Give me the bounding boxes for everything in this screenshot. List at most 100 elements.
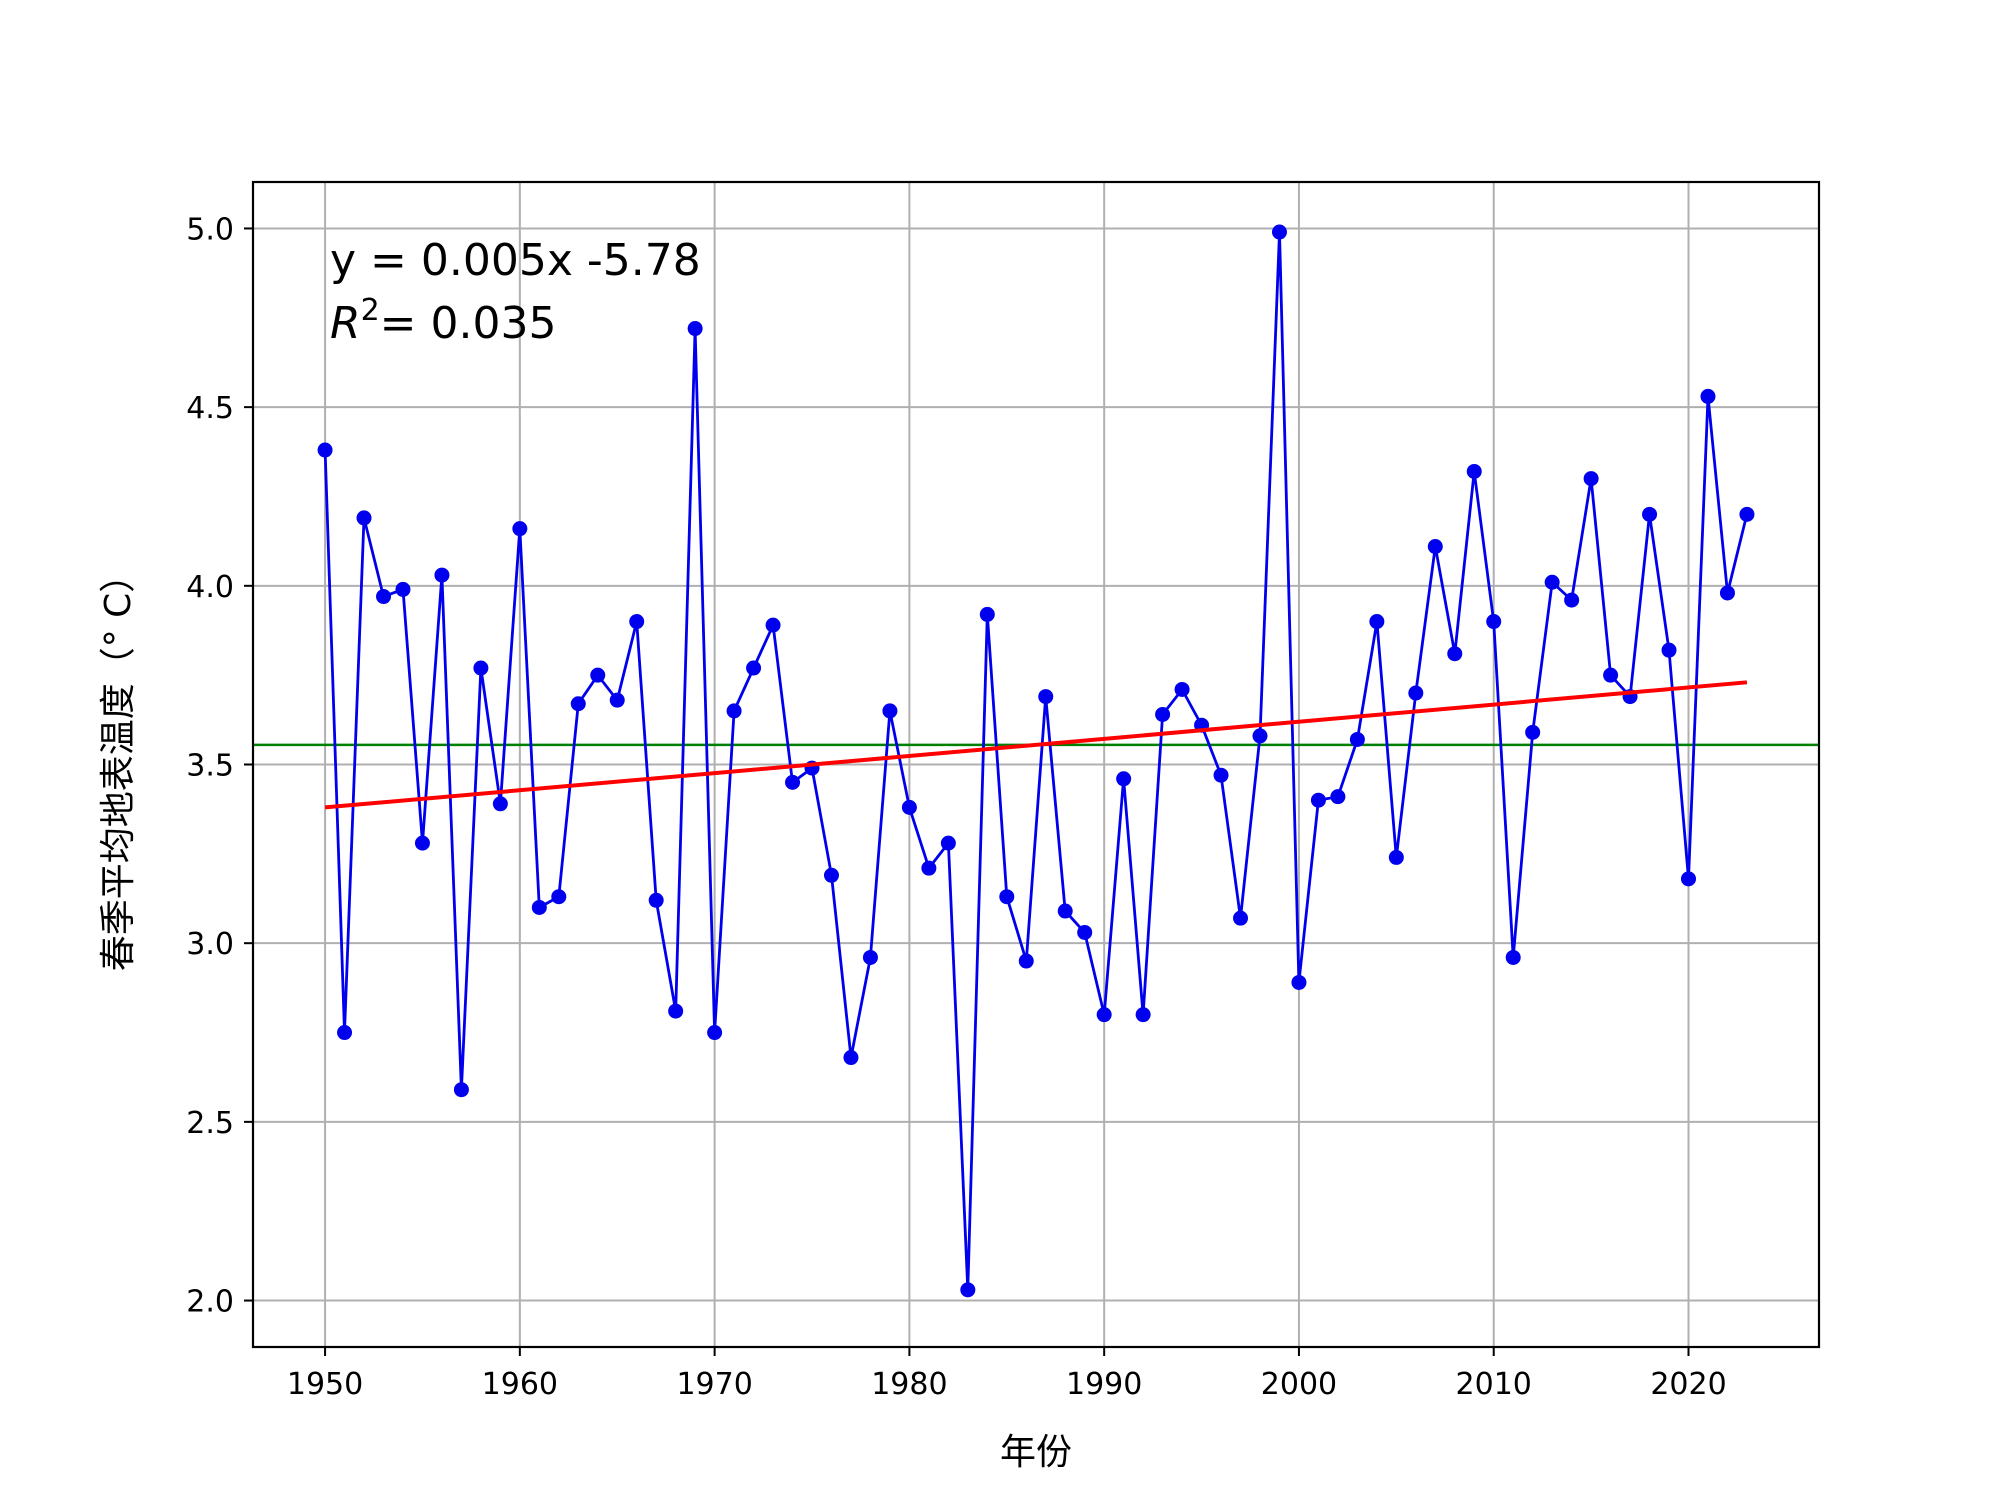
x-tick-label-2010: 2010 xyxy=(1456,1367,1532,1402)
data-point-1989 xyxy=(1077,924,1093,940)
data-point-2019 xyxy=(1661,642,1677,658)
data-point-1998 xyxy=(1252,728,1268,744)
data-point-2011 xyxy=(1505,949,1521,965)
data-point-1983 xyxy=(960,1282,976,1298)
x-tick-label-1980: 1980 xyxy=(871,1367,947,1402)
data-point-1950 xyxy=(317,442,333,458)
data-point-1970 xyxy=(707,1025,723,1041)
data-point-1953 xyxy=(376,589,391,605)
y-axis-label: 春季平均地表温度（° C） xyxy=(98,557,139,972)
data-point-2010 xyxy=(1486,614,1502,630)
r2-annotation: R2= 0.035 xyxy=(330,293,557,349)
x-axis: 1950 1960 1970 1980 1990 2000 2010 2020 xyxy=(287,1347,1727,1402)
data-point-1986 xyxy=(1018,953,1034,969)
data-point-1992 xyxy=(1135,1007,1151,1023)
data-point-2001 xyxy=(1310,792,1326,808)
x-tick-label-1960: 1960 xyxy=(482,1367,558,1402)
data-point-1958 xyxy=(473,660,489,676)
data-point-1971 xyxy=(726,703,742,719)
data-point-1978 xyxy=(862,949,878,965)
data-point-1952 xyxy=(356,510,372,526)
data-point-1955 xyxy=(414,835,430,851)
data-point-1982 xyxy=(940,835,956,851)
data-point-2003 xyxy=(1349,731,1365,747)
r2-power: 2 xyxy=(361,293,380,328)
data-point-1962 xyxy=(551,889,567,905)
data-point-1963 xyxy=(570,696,586,712)
x-tick-label-1970: 1970 xyxy=(676,1367,752,1402)
data-point-2021 xyxy=(1700,388,1716,404)
data-point-1969 xyxy=(687,321,703,337)
data-point-2013 xyxy=(1544,574,1560,590)
data-point-1997 xyxy=(1233,910,1249,926)
data-point-1957 xyxy=(453,1082,469,1098)
x-axis-label: 年份 xyxy=(1000,1432,1072,1473)
y-tick-label-2.5: 2.5 xyxy=(186,1106,234,1141)
data-point-2008 xyxy=(1447,646,1463,662)
data-point-1994 xyxy=(1174,681,1190,697)
data-point-1991 xyxy=(1116,771,1132,787)
data-point-1968 xyxy=(668,1003,684,1019)
data-points xyxy=(317,224,1755,1298)
data-point-1984 xyxy=(979,606,995,622)
plot-frame xyxy=(251,180,1821,1349)
y-tick-label-3.0: 3.0 xyxy=(186,927,234,962)
data-point-1960 xyxy=(512,521,528,537)
data-point-1965 xyxy=(609,692,625,708)
x-tick-label-2020: 2020 xyxy=(1650,1367,1726,1402)
data-point-1956 xyxy=(434,567,450,583)
data-point-2009 xyxy=(1466,463,1482,479)
data-point-1972 xyxy=(746,660,762,676)
data-point-2023 xyxy=(1739,506,1755,522)
data-point-2020 xyxy=(1681,871,1696,887)
equation-annotation: y = 0.005x -5.78 xyxy=(330,235,701,286)
data-point-1985 xyxy=(999,889,1015,905)
data-point-1981 xyxy=(921,860,937,876)
data-point-1974 xyxy=(785,774,801,790)
data-point-1990 xyxy=(1096,1007,1112,1023)
data-point-2002 xyxy=(1330,789,1346,805)
grid xyxy=(253,182,1819,1347)
data-point-1973 xyxy=(765,617,781,633)
data-point-2006 xyxy=(1408,685,1424,701)
data-point-1999 xyxy=(1271,224,1287,240)
data-point-2018 xyxy=(1642,506,1658,522)
data-point-1951 xyxy=(337,1025,353,1041)
data-point-1996 xyxy=(1213,767,1229,783)
data-point-1988 xyxy=(1057,903,1073,919)
y-tick-label-4.5: 4.5 xyxy=(186,391,234,426)
data-point-1967 xyxy=(648,892,664,908)
data-point-2016 xyxy=(1603,667,1619,683)
r2-symbol: R xyxy=(330,298,361,349)
data-point-1966 xyxy=(629,614,645,630)
data-point-1964 xyxy=(590,667,606,683)
data-point-1977 xyxy=(843,1050,859,1066)
data-point-2005 xyxy=(1388,849,1404,865)
data-point-2012 xyxy=(1525,724,1541,740)
y-tick-label-2.0: 2.0 xyxy=(186,1285,234,1320)
x-tick-label-1990: 1990 xyxy=(1066,1367,1142,1402)
data-point-1987 xyxy=(1038,689,1054,705)
r2-value: = 0.035 xyxy=(380,298,557,349)
data-point-2007 xyxy=(1427,539,1443,555)
y-tick-label-5.0: 5.0 xyxy=(186,212,234,247)
data-point-1959 xyxy=(492,796,508,812)
trend-line xyxy=(324,680,1748,810)
data-point-1980 xyxy=(901,799,917,815)
data-point-1979 xyxy=(882,703,898,719)
data-point-1954 xyxy=(395,581,411,597)
x-tick-label-2000: 2000 xyxy=(1261,1367,1337,1402)
data-point-2022 xyxy=(1719,585,1735,601)
y-tick-label-4.0: 4.0 xyxy=(186,570,234,605)
y-axis: 2.0 2.5 3.0 3.5 4.0 4.5 5.0 xyxy=(186,212,253,1320)
data-point-2004 xyxy=(1369,614,1385,630)
data-point-2014 xyxy=(1564,592,1580,608)
x-tick-label-1950: 1950 xyxy=(287,1367,363,1402)
data-point-2015 xyxy=(1583,471,1599,487)
series-line xyxy=(323,231,1749,1290)
data-point-1976 xyxy=(823,867,839,883)
y-tick-label-3.5: 3.5 xyxy=(186,749,234,784)
data-point-2000 xyxy=(1291,974,1307,990)
data-point-1961 xyxy=(531,899,547,915)
